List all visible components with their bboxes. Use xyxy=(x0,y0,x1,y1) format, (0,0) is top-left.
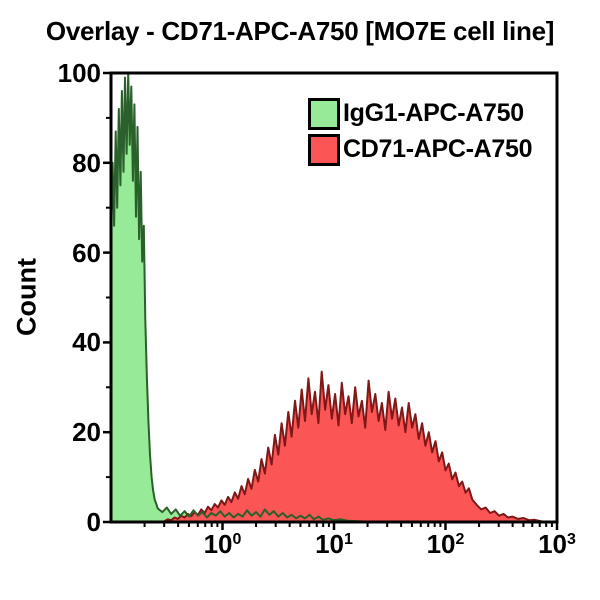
igg1-histogram-fill xyxy=(111,73,379,522)
x-tick-label: 103 xyxy=(538,531,576,557)
legend-row-cd71: CD71-APC-A750 xyxy=(308,134,533,166)
y-tick-label: 80 xyxy=(72,147,101,178)
legend-swatch-cd71 xyxy=(308,134,340,166)
cd71-histogram-fill xyxy=(164,371,546,522)
x-tick-base: 10 xyxy=(315,529,345,559)
x-tick-base: 10 xyxy=(538,529,568,559)
y-tick-label: 60 xyxy=(72,237,101,268)
igg1-histogram-outline xyxy=(110,72,379,523)
legend-swatch-igg1 xyxy=(308,98,340,130)
y-tick-label: 20 xyxy=(72,417,101,448)
x-tick-label: 101 xyxy=(315,531,353,557)
x-tick-base: 10 xyxy=(203,529,233,559)
cd71-histogram-outline xyxy=(163,370,546,523)
x-tick-label: 100 xyxy=(204,531,242,557)
legend: IgG1-APC-A750 CD71-APC-A750 xyxy=(308,98,533,170)
x-tick-label: 102 xyxy=(427,531,465,557)
x-tick-exponent: 3 xyxy=(567,531,576,548)
y-tick-label: 0 xyxy=(86,507,101,537)
y-tick-label: 40 xyxy=(72,327,101,358)
x-tick-exponent: 0 xyxy=(232,531,242,548)
x-tick-base: 10 xyxy=(426,529,456,559)
x-tick-exponent: 1 xyxy=(344,531,353,548)
x-tick-exponent: 2 xyxy=(455,531,465,548)
legend-label-cd71: CD71-APC-A750 xyxy=(343,135,533,164)
plot-border xyxy=(109,71,559,524)
legend-row-igg1: IgG1-APC-A750 xyxy=(308,98,532,130)
legend-label-igg1: IgG1-APC-A750 xyxy=(343,99,524,128)
chart-title: Overlay - CD71-APC-A750 [MO7E cell line] xyxy=(45,16,555,46)
y-tick-label: 100 xyxy=(57,58,101,88)
